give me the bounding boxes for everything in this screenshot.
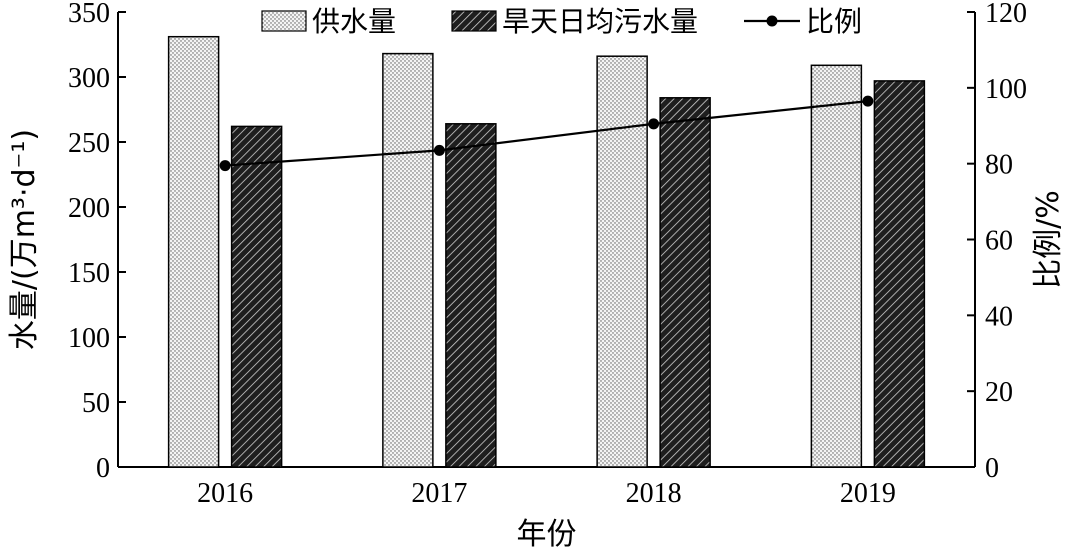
- legend-marker-ratio: [766, 15, 778, 27]
- water-supply-bar: [382, 52, 434, 468]
- legend-swatch-wastewater: [451, 10, 497, 32]
- left-y-tick-label: 350: [68, 0, 110, 29]
- right-y-tick-label: 0: [985, 453, 999, 484]
- right-y-tick-label: 60: [985, 226, 1013, 257]
- legend-swatch-water-supply: [261, 10, 307, 32]
- left-y-tick-label: 150: [68, 258, 110, 289]
- left-y-axis-title: 水量/(万m³·d⁻¹): [7, 129, 42, 350]
- wastewater-bar: [445, 123, 497, 468]
- ratio-point: [219, 160, 231, 172]
- water-supply-bar: [810, 64, 863, 468]
- x-tick-label: 2016: [197, 478, 253, 509]
- wastewater-bar: [230, 125, 283, 468]
- right-y-tick-label: 40: [985, 301, 1013, 332]
- wastewater-bar: [873, 80, 926, 468]
- left-y-tick-label: 300: [68, 63, 110, 94]
- ratio-line: [225, 100, 868, 167]
- legend-label-wastewater: 旱天日均污水量: [502, 5, 698, 38]
- wastewater-bar: [659, 97, 711, 468]
- water-supply-bar: [596, 55, 648, 468]
- left-y-tick-label: 100: [68, 323, 110, 354]
- left-y-tick-label: 50: [82, 388, 110, 419]
- right-y-tick-label: 20: [985, 377, 1013, 408]
- left-y-tick-label: 250: [68, 128, 110, 159]
- right-y-axis-title: 比例/%: [1031, 190, 1066, 289]
- ratio-point: [433, 144, 445, 156]
- left-y-tick-label: 0: [96, 453, 110, 484]
- x-tick-label: 2018: [626, 478, 682, 509]
- x-axis-title: 年份: [517, 517, 577, 551]
- water-supply-bar: [167, 35, 220, 468]
- legend-label-ratio: 比例: [806, 5, 862, 38]
- ratio-point: [648, 118, 660, 130]
- left-y-tick-label: 200: [68, 193, 110, 224]
- ratio-point: [862, 95, 874, 107]
- x-tick-label: 2017: [411, 478, 467, 509]
- legend-label-water-supply: 供水量: [312, 5, 396, 38]
- right-y-tick-label: 120: [985, 0, 1027, 29]
- right-y-tick-label: 80: [985, 150, 1013, 181]
- x-tick-label: 2019: [840, 478, 896, 509]
- right-y-tick-label: 100: [985, 74, 1027, 105]
